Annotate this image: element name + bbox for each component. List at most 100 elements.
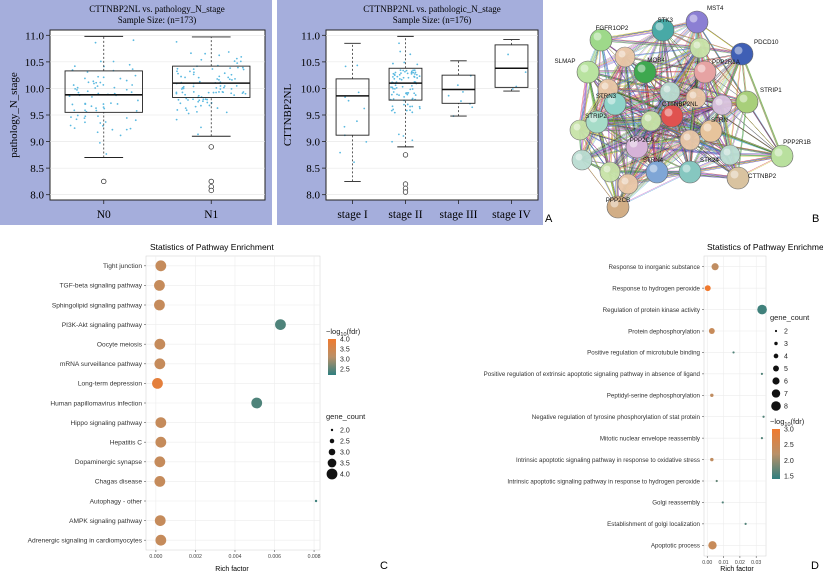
jitter-point [95,107,97,110]
network-edge [608,46,699,171]
network-edge [601,40,701,49]
jitter-point [396,75,399,78]
size-legend-label: 3.0 [340,450,350,457]
color-bar-tick-label: 2.0 [784,458,794,465]
size-legend-dot [328,448,336,456]
jitter-point [227,76,230,79]
network-node-highlight [715,98,723,106]
network-node-label: FGFR1OP2 [596,25,629,32]
network-edge [624,56,651,121]
jitter-point [235,85,238,87]
protein-network: MST4 STK3 FGFR1OP2 PDCD10 SLMAP MOB4 PPP2R1A ST… [555,5,811,219]
size-legend-label: 3 [784,341,788,348]
size-legend-label: 6 [784,379,788,386]
category-label: Peptidyl-serine dephosphorylation [607,393,701,400]
jitter-point [192,68,195,71]
network-node [576,60,600,84]
data-point [155,417,167,428]
boxplot-2-subtitle: Sample Size: (n=176) [393,15,472,25]
y-tick-label: 8.5 [306,163,320,175]
size-legend-label: 7 [784,391,788,398]
size-legend-dot [329,438,335,444]
jitter-point [390,93,393,96]
jitter-point [390,109,393,112]
x-tick-label: 0.008 [308,554,321,560]
category-label: Tight junction [103,263,142,270]
boxplot-1-ylabel: pathology_N_stage [8,72,20,158]
dotplot-1-xlabel: Rich factor [215,566,249,573]
jitter-point [212,91,215,94]
network-node [735,90,759,114]
category-label: mRNA surveillance pathway [60,361,143,368]
boxplot-1-subtitle: Sample Size: (n=173) [118,15,197,25]
jitter-point [414,94,417,96]
network-node-highlight [683,133,691,141]
network-edge [618,54,743,208]
data-point [704,285,711,292]
box [494,44,529,88]
color-legend-title-rest: (fdr) [791,417,805,426]
jitter-point [190,52,192,55]
color-bar-tick-label: 3.0 [784,427,794,434]
network-edge [625,57,638,148]
network-edge [624,47,700,57]
jitter-point [242,68,245,71]
network-node [659,81,681,103]
network-node-label: STK3 [658,17,674,24]
size-legend-dot [774,341,778,346]
x-tick-label: 0.01 [719,560,729,566]
jitter-point [227,51,230,53]
color-bar-tick-label: 1.5 [784,473,794,480]
jitter-point [99,60,102,63]
jitter-point [125,79,128,82]
network-edge [625,57,652,122]
panel-label-d: D [811,560,819,572]
jitter-point [398,73,401,76]
dotplot-2-title: Statistics of Pathway Enrichment [707,242,823,252]
jitter-point [84,115,87,118]
jitter-point [447,94,450,97]
dotplot-2-xlabel: Rich factor [720,566,754,573]
jitter-point [219,85,222,87]
jitter-point [219,88,222,90]
network-edge [742,54,784,158]
data-point [154,358,166,370]
jitter-point [184,76,186,79]
outlier-point [208,187,214,194]
jitter-point [134,74,137,77]
jitter-point [222,86,225,89]
x-tick-label: stage IV [492,209,531,221]
jitter-point [77,91,80,94]
network-edge [637,105,723,148]
data-point [154,338,166,350]
category-label: Regulation of protein kinase activity [603,307,701,314]
color-bar-tick-label: 2.5 [340,367,350,374]
size-legend-dot [771,389,781,398]
network-node [770,144,794,168]
color-legend-subscript: 10 [340,332,346,338]
jitter-point [197,133,199,136]
jitter-point [84,121,86,124]
x-tick-label: 0.004 [228,554,241,560]
jitter-point [175,118,178,121]
category-label: Dopaminergic synapse [75,459,142,466]
network-edge [608,138,690,172]
jitter-point [392,108,395,111]
jitter-point [393,111,396,114]
jitter-point [99,122,102,124]
jitter-point [409,105,411,108]
network-node [730,42,754,66]
jitter-point [395,86,398,89]
jitter-point [416,63,419,66]
jitter-point [192,91,195,93]
network-edge [662,29,696,98]
data-point [760,372,764,375]
jitter-point [202,98,205,101]
network-edge [617,171,690,207]
network-node [660,104,684,128]
jitter-point [84,77,86,80]
jitter-point [229,67,232,70]
network-edge [580,119,651,160]
network-node [603,92,627,116]
x-tick-label: N0 [97,209,111,221]
